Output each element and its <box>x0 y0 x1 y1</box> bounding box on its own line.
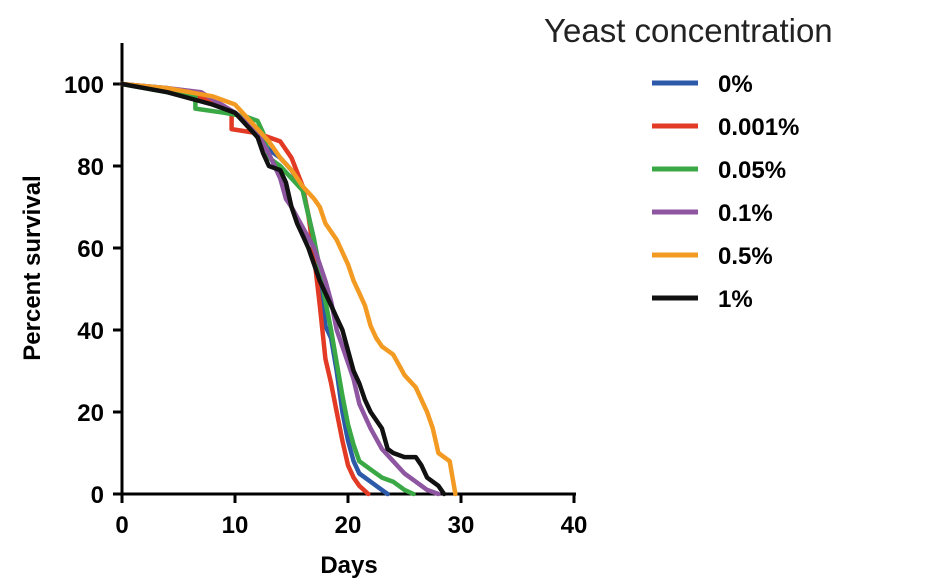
series-line <box>119 81 416 497</box>
x-tick-label: 0 <box>115 512 128 539</box>
x-tick-label: 30 <box>448 512 475 539</box>
x-tick-label: 20 <box>335 512 362 539</box>
legend-label: 1% <box>718 286 753 313</box>
y-axis-title: Percent survival <box>19 175 46 360</box>
ticks: 0 10 20 30 40 0 20 40 60 80 100 <box>64 72 587 539</box>
series-line <box>119 81 371 497</box>
y-tick-label: 0 <box>91 482 104 509</box>
x-axis-title: Days <box>320 552 377 579</box>
series-lines <box>119 81 458 497</box>
y-tick-label: 20 <box>77 400 104 427</box>
y-tick-label: 100 <box>64 72 104 99</box>
y-tick-label: 60 <box>77 236 104 263</box>
legend-label: 0.5% <box>718 243 773 270</box>
series-line <box>119 81 458 497</box>
x-tick-label: 40 <box>561 512 588 539</box>
series-line <box>119 81 441 497</box>
series-line <box>119 81 390 497</box>
legend-label: 0% <box>718 71 753 98</box>
y-tick-label: 40 <box>77 318 104 345</box>
legend: 0% 0.001% 0.05% 0.1% 0.5% 1% <box>652 71 799 313</box>
legend-label: 0.05% <box>718 157 786 184</box>
legend-title: Yeast concentration <box>544 12 833 49</box>
x-tick-label: 10 <box>222 512 249 539</box>
legend-label: 0.1% <box>718 200 773 227</box>
y-tick-label: 80 <box>77 154 104 181</box>
series-line <box>119 81 447 497</box>
legend-label: 0.001% <box>718 114 799 141</box>
